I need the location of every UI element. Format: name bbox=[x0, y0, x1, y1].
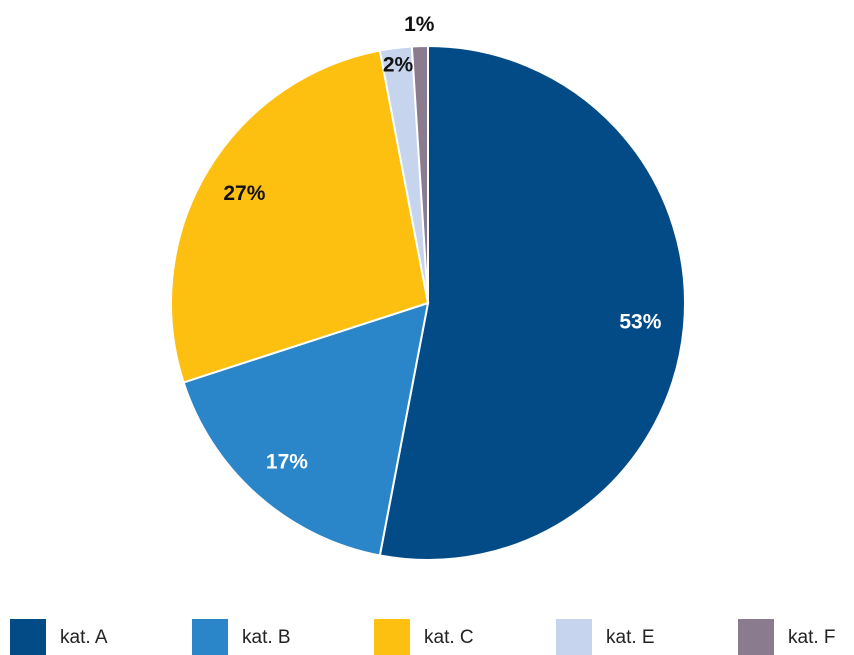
pie-slice bbox=[410, 44, 429, 304]
data-label: 53% bbox=[619, 311, 661, 334]
legend-swatch bbox=[374, 619, 410, 655]
legend-swatch bbox=[10, 619, 46, 655]
legend-swatch bbox=[556, 619, 592, 655]
legend-swatch bbox=[192, 619, 228, 655]
pie-slice bbox=[170, 49, 430, 384]
data-label: 27% bbox=[223, 182, 265, 205]
pie-slice bbox=[378, 44, 686, 561]
legend-label: kat. A bbox=[60, 627, 108, 648]
legend-swatch bbox=[738, 619, 774, 655]
legend-label: kat. E bbox=[606, 627, 655, 648]
data-label: 2% bbox=[383, 53, 414, 76]
legend-label: kat. C bbox=[424, 627, 474, 648]
data-label: 1% bbox=[404, 13, 435, 36]
data-label: 17% bbox=[266, 451, 308, 474]
pie-slice bbox=[182, 301, 430, 557]
legend-label: kat. B bbox=[242, 627, 291, 648]
legend-label: kat. F bbox=[788, 627, 836, 648]
